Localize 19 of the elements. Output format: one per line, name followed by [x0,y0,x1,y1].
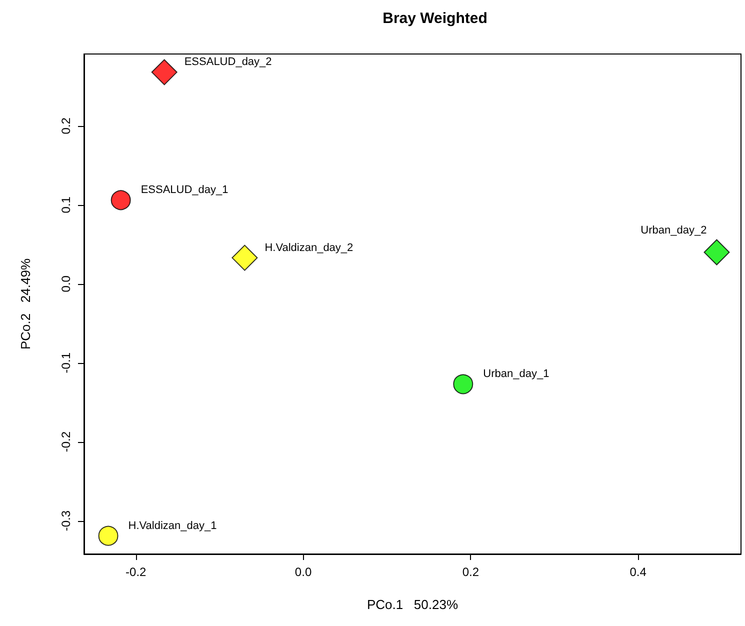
chart-title: Bray Weighted [382,10,488,27]
y-tick-label: 0.2 [59,117,73,134]
annotation: H.Valdizan_day_2 [264,242,354,254]
annotation: ESSALUD_day_1 [140,184,228,196]
x-tick-label: -0.2 [126,565,147,579]
x-tick-label: 0.4 [630,565,647,579]
x-tick-label: 0.0 [294,565,312,579]
y-axis-title: PCo.2 24.49% [18,258,33,350]
x-tick-label: 0.2 [462,565,480,579]
y-tick-label: -0.1 [59,352,73,374]
annotation: Urban_day_1 [483,368,550,380]
y-tick-label: -0.2 [59,431,73,452]
x-axis-title: PCo.1 50.23% [366,597,458,612]
y-tick-label: -0.3 [59,510,73,532]
annotation: Urban_day_2 [640,224,707,236]
y-tick-label: 0.1 [59,196,73,214]
y-tick-label: 0.0 [59,275,73,292]
annotation: H.Valdizan_day_1 [128,520,217,532]
annotation: ESSALUD_day_2 [184,56,272,68]
